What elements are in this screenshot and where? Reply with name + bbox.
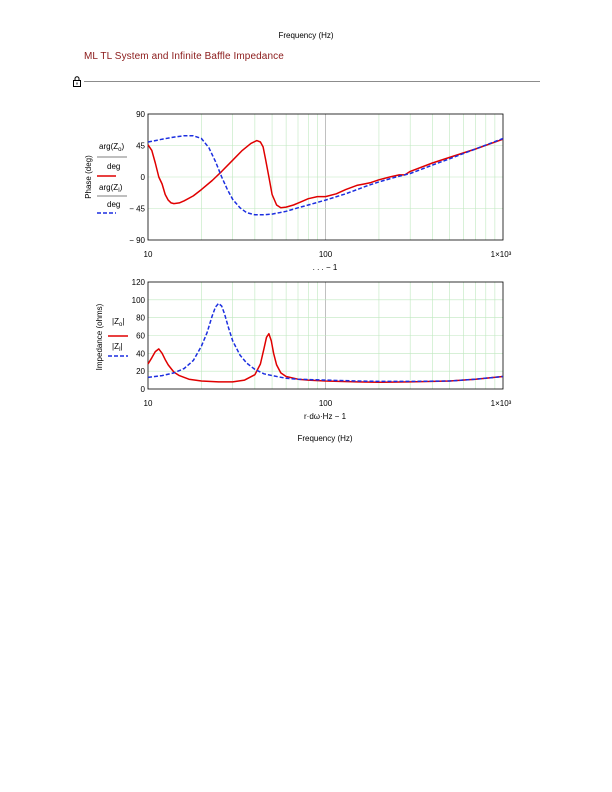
phase-series-zo-line: [147, 138, 504, 209]
svg-text:deg: deg: [107, 200, 120, 209]
impedance-y-tick-label: 40: [136, 349, 145, 358]
lock-icon[interactable]: [72, 76, 82, 87]
phase-legend: arg(Zo) deg arg(ZI) deg: [97, 142, 127, 214]
impedance-x-tick-label: 10: [144, 399, 153, 408]
impedance-x-tick-label: 100: [319, 399, 333, 408]
page-header-text: Frequency (Hz): [278, 31, 334, 40]
phase-grid: [148, 114, 503, 240]
impedance-legend: |Zo| |ZI|: [108, 317, 128, 357]
phase-plot-frame: [147, 113, 504, 241]
impedance-y-tick-label: 100: [132, 296, 146, 305]
impedance-grid: [148, 282, 503, 389]
phase-series-zi-line: [147, 134, 504, 216]
impedance-chart: 0 20 40 60 80 100 120 10 100 1×10³ Impedance (oh…: [95, 278, 512, 443]
impedance-x-tick-label: 1×10³: [491, 399, 512, 408]
legend-abs-zo-label: |Zo|: [112, 317, 124, 328]
phase-x-tick-label: 10: [144, 250, 153, 259]
section-title: ML TL System and Infinite Baffle Impedan…: [84, 51, 284, 62]
phase-x-tick-label: 100: [319, 250, 333, 259]
impedance-series-zi-line: [147, 302, 504, 383]
phase-y-tick-label: − 45: [129, 205, 145, 214]
impedance-y-axis-label: Impedance (ohms): [95, 303, 104, 370]
phase-y-tick-label: − 90: [129, 236, 145, 245]
impedance-plot-frame: [147, 281, 504, 390]
phase-y-tick-label: 45: [136, 142, 145, 151]
phase-chart: − 90 − 45 0 45 90 10 100 1×10³ Phase (deg) arg…: [84, 110, 512, 272]
legend-arg-zo-label: arg(Zo): [99, 142, 124, 153]
phase-y-axis-label: Phase (deg): [84, 155, 93, 199]
phase-x-axis-label: . . . − 1: [313, 263, 338, 272]
impedance-y-tick-label: 0: [141, 385, 146, 394]
phase-x-tick-label: 1×10³: [491, 250, 512, 259]
impedance-x-axis-label: r·dω·Hz − 1: [304, 412, 347, 421]
impedance-x-axis-sublabel: Frequency (Hz): [297, 434, 352, 443]
impedance-y-tick-label: 120: [132, 278, 146, 287]
legend-arg-zi-label: arg(ZI): [99, 183, 123, 194]
impedance-series-zo-line: [147, 332, 504, 384]
phase-y-tick-label: 0: [141, 173, 146, 182]
region-divider: [84, 81, 540, 82]
impedance-y-tick-label: 60: [136, 332, 145, 341]
svg-text:deg: deg: [107, 162, 120, 171]
impedance-y-tick-label: 80: [136, 314, 145, 323]
phase-y-tick-label: 90: [136, 110, 145, 119]
legend-abs-zi-label: |ZI|: [112, 342, 123, 353]
impedance-y-tick-label: 20: [136, 367, 145, 376]
